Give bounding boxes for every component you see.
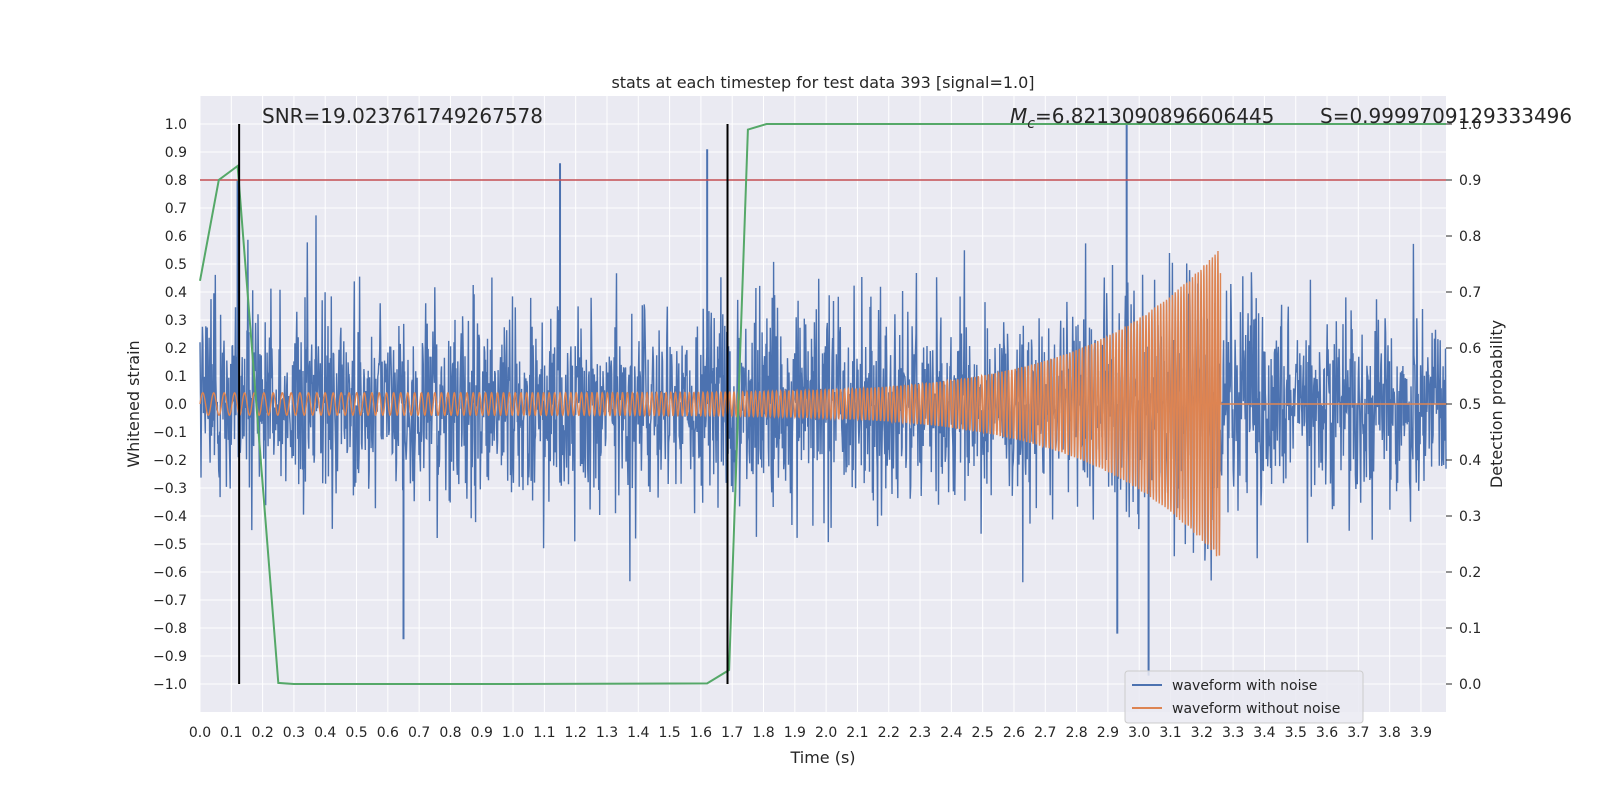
x-tick-label: 1.4 xyxy=(627,725,649,741)
x-tick-label: 1.6 xyxy=(690,725,712,741)
y-tick-label: −0.1 xyxy=(153,425,187,441)
y-tick-label: −0.2 xyxy=(153,453,187,469)
y-right-tick-label: 0.2 xyxy=(1459,565,1481,581)
x-tick-label: 3.8 xyxy=(1379,725,1401,741)
y-tick-label: −0.9 xyxy=(153,649,187,665)
y-tick-label: 0.3 xyxy=(165,313,187,329)
y-tick-label: 0.8 xyxy=(165,173,187,189)
series-detection-probability xyxy=(199,123,1446,685)
y-tick-label: −0.4 xyxy=(153,509,187,525)
x-tick-label: 3.5 xyxy=(1285,725,1307,741)
y-tick-label: −1.0 xyxy=(153,677,187,693)
x-tick-label: 0.0 xyxy=(189,725,211,741)
y-right-tick-label: 1.0 xyxy=(1459,117,1481,133)
y-tick-label: 0.9 xyxy=(165,145,187,161)
y-right-tick-label: 0.5 xyxy=(1459,397,1481,413)
x-tick-label: 3.9 xyxy=(1410,725,1432,741)
x-tick-label: 0.6 xyxy=(377,725,399,741)
x-tick-label: 1.8 xyxy=(752,725,774,741)
legend-box xyxy=(1124,670,1364,724)
snr-annotation: SNR=19.023761749267578 xyxy=(262,104,543,128)
x-tick-label: 0.8 xyxy=(439,725,461,741)
y-right-axis-title: Detection probability xyxy=(1487,320,1506,488)
chirp-mass-annotation: Mc=6.8213090896606445 xyxy=(1010,104,1274,132)
y-right-tick-label: 0.6 xyxy=(1459,341,1481,357)
y-right-tick-label: 0.4 xyxy=(1459,453,1481,469)
x-tick-label: 3.7 xyxy=(1347,725,1369,741)
y-right-tick-label: 0.3 xyxy=(1459,509,1481,525)
x-tick-label: 3.6 xyxy=(1316,725,1338,741)
x-tick-label: 2.1 xyxy=(846,725,868,741)
x-tick-label: 2.2 xyxy=(878,725,900,741)
x-tick-label: 2.7 xyxy=(1034,725,1056,741)
legend-label-noise: waveform with noise xyxy=(1172,678,1317,694)
y-tick-label: 0.7 xyxy=(165,201,187,217)
x-tick-label: 0.1 xyxy=(220,725,242,741)
y-tick-label: −0.7 xyxy=(153,593,187,609)
y-right-tick-label: 0.0 xyxy=(1459,677,1481,693)
y-right-tick-label: 0.1 xyxy=(1459,621,1481,637)
y-right-tick-label: 0.8 xyxy=(1459,229,1481,245)
x-tick-label: 2.6 xyxy=(1003,725,1025,741)
x-tick-label: 3.0 xyxy=(1128,725,1150,741)
x-tick-label: 2.0 xyxy=(815,725,837,741)
chirp-mass-value: =6.8213090896606445 xyxy=(1035,104,1274,128)
x-tick-label: 0.5 xyxy=(345,725,367,741)
y-tick-label: −0.8 xyxy=(153,621,187,637)
y-tick-labels: 1.0 0.9 0.8 0.7 0.6 0.5 0.4 0.3 0.2 0.1 0.0 −0.1 −0.… xyxy=(153,117,187,693)
x-tick-label: 3.3 xyxy=(1222,725,1244,741)
plot-layer xyxy=(199,123,1447,685)
y-tick-label: 0.5 xyxy=(165,257,187,273)
y-right-tick-labels: 1.0 0.9 0.8 0.7 0.6 0.5 0.4 0.3 0.2 0.1 0.0 xyxy=(1446,117,1481,693)
y-axis-title: Whitened strain xyxy=(124,340,143,467)
x-tick-label: 2.4 xyxy=(940,725,962,741)
chart-title: stats at each timestep for test data 393… xyxy=(611,73,1034,92)
x-tick-label: 0.9 xyxy=(471,725,493,741)
x-tick-labels: 0.0 0.1 0.2 0.3 0.4 0.5 0.6 0.7 0.8 0.9 1.0 1.1 1.2 1… xyxy=(189,725,1432,741)
x-tick-label: 0.2 xyxy=(251,725,273,741)
y-right-tick-label: 0.7 xyxy=(1459,285,1481,301)
x-tick-label: 2.5 xyxy=(972,725,994,741)
x-axis-title: Time (s) xyxy=(789,748,855,767)
x-tick-label: 1.3 xyxy=(596,725,618,741)
x-tick-label: 0.7 xyxy=(408,725,430,741)
y-tick-label: 0.0 xyxy=(165,397,187,413)
y-tick-label: −0.6 xyxy=(153,565,187,581)
legend-label-clean: waveform without noise xyxy=(1172,701,1340,717)
chirp-mass-subscript: c xyxy=(1027,116,1035,132)
y-tick-label: 0.1 xyxy=(165,369,187,385)
x-tick-label: 1.5 xyxy=(658,725,680,741)
legend: waveform with noise waveform without noi… xyxy=(1124,670,1364,724)
x-tick-label: 1.0 xyxy=(502,725,524,741)
y-tick-label: −0.5 xyxy=(153,537,187,553)
x-tick-label: 3.1 xyxy=(1159,725,1181,741)
chirp-mass-symbol: M xyxy=(1010,104,1027,128)
y-right-tick-label: 0.9 xyxy=(1459,173,1481,189)
x-tick-label: 1.7 xyxy=(721,725,743,741)
y-tick-label: 0.4 xyxy=(165,285,187,301)
y-tick-label: −0.3 xyxy=(153,481,187,497)
x-tick-label: 3.4 xyxy=(1253,725,1275,741)
x-tick-label: 1.9 xyxy=(784,725,806,741)
x-tick-label: 2.3 xyxy=(909,725,931,741)
x-tick-label: 2.8 xyxy=(1065,725,1087,741)
x-tick-label: 1.1 xyxy=(533,725,555,741)
x-tick-label: 2.9 xyxy=(1097,725,1119,741)
y-tick-label: 1.0 xyxy=(165,117,187,133)
y-tick-label: 0.2 xyxy=(165,341,187,357)
y-tick-label: 0.6 xyxy=(165,229,187,245)
series-waveform-without-noise xyxy=(199,250,1446,557)
x-tick-label: 1.2 xyxy=(565,725,587,741)
s-annotation: S=0.9999709129333496 xyxy=(1320,104,1572,128)
x-tick-label: 0.3 xyxy=(283,725,305,741)
x-tick-label: 0.4 xyxy=(314,725,336,741)
x-tick-label: 3.2 xyxy=(1191,725,1213,741)
